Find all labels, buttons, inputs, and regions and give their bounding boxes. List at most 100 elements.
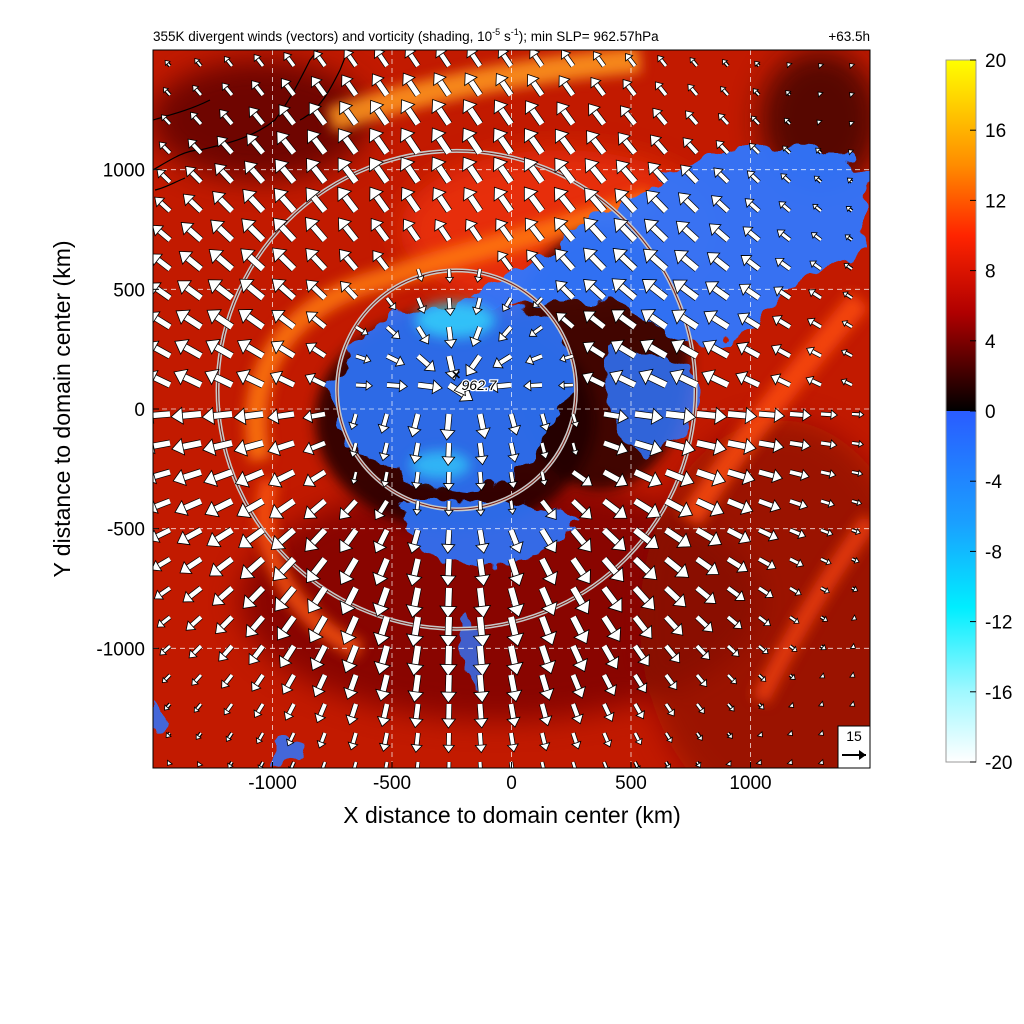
wind-vector <box>609 369 637 389</box>
wind-vector <box>602 439 629 456</box>
wind-vector <box>820 409 838 421</box>
wind-vector <box>443 326 458 349</box>
vector-reference-key: 15 <box>837 725 871 769</box>
wind-vector <box>465 218 483 242</box>
wind-vector <box>663 585 687 608</box>
wind-vector <box>726 673 737 685</box>
wind-vector <box>559 353 574 363</box>
wind-vector <box>538 703 553 727</box>
wind-vector <box>402 218 421 242</box>
wind-vector <box>188 644 203 659</box>
wind-vector <box>235 369 265 389</box>
wind-vector <box>817 729 825 736</box>
wind-vector <box>271 278 297 301</box>
wind-vector <box>553 217 576 243</box>
wind-vector <box>400 99 422 127</box>
wind-vector <box>780 173 792 184</box>
wind-vector <box>341 74 359 97</box>
wind-vector <box>385 353 406 367</box>
wind-vector <box>338 557 360 586</box>
wind-vector <box>276 614 297 641</box>
wind-vector <box>153 527 172 543</box>
wind-vector <box>848 700 856 707</box>
wind-vector <box>671 309 700 331</box>
wind-vector <box>203 468 234 487</box>
wind-vector <box>708 223 731 243</box>
wind-vector <box>507 471 519 490</box>
wind-vector <box>371 73 390 97</box>
wind-vector <box>612 247 638 272</box>
wind-vector <box>849 671 856 678</box>
wind-vector <box>632 673 648 694</box>
wind-vector <box>786 62 793 69</box>
wind-vector <box>171 437 202 456</box>
wind-vector <box>601 702 615 722</box>
wind-vector <box>672 279 700 301</box>
wind-vector <box>401 186 421 214</box>
wind-vector <box>819 615 829 623</box>
wind-vector <box>195 731 203 740</box>
wind-vector <box>617 132 638 156</box>
wind-vector <box>601 556 625 583</box>
wind-vector <box>663 614 684 636</box>
wind-vector <box>569 644 588 673</box>
wind-vector <box>415 325 430 345</box>
wind-vector <box>748 142 761 155</box>
wind-vector <box>221 673 234 689</box>
wind-vector <box>475 413 491 440</box>
wind-vector <box>813 175 823 184</box>
wind-vector <box>507 500 517 515</box>
wind-vector <box>694 760 702 768</box>
wind-vector <box>153 556 172 572</box>
wind-vector <box>740 255 761 272</box>
wind-vector <box>726 702 735 712</box>
y-tick-label: -500 <box>107 520 145 541</box>
wind-vector <box>538 586 558 617</box>
wind-vector <box>582 310 607 330</box>
wind-vector <box>841 320 853 329</box>
wind-vector <box>614 188 638 214</box>
wind-vector <box>508 528 524 554</box>
wind-vector <box>820 498 836 508</box>
wind-vector <box>726 527 752 545</box>
wind-vectors <box>153 50 865 768</box>
wind-vector <box>695 556 720 576</box>
wind-vector <box>268 468 296 488</box>
wind-vector <box>523 186 545 214</box>
wind-vector <box>789 557 805 568</box>
wind-vector <box>272 247 297 272</box>
wind-vector <box>507 413 522 436</box>
wind-vector <box>242 585 266 609</box>
wind-vector <box>244 160 266 185</box>
wind-vector <box>528 325 544 337</box>
wind-vector <box>304 527 328 552</box>
wind-vector <box>633 761 641 768</box>
wind-vector <box>406 645 425 677</box>
wind-vector <box>208 556 235 577</box>
wind-vector <box>755 758 762 766</box>
wind-vector <box>695 731 703 741</box>
wind-vector <box>191 673 203 686</box>
wind-vector <box>412 500 422 516</box>
wind-vector <box>308 615 329 644</box>
y-tick-label: -1000 <box>96 639 145 660</box>
wind-vector <box>736 341 761 359</box>
wind-vector <box>472 645 491 677</box>
wind-vector <box>194 58 203 68</box>
wind-vector <box>757 673 767 682</box>
wind-vector <box>378 732 391 752</box>
wind-vector <box>632 644 650 667</box>
wind-vector <box>223 702 234 716</box>
wind-vector <box>819 643 827 651</box>
wind-vector <box>339 100 359 127</box>
wind-vector <box>788 586 802 596</box>
wind-vector <box>202 438 233 457</box>
wind-vector <box>841 349 853 358</box>
wind-vector <box>771 315 792 330</box>
wind-vector <box>302 409 326 424</box>
wind-vector <box>851 410 865 419</box>
wind-vector <box>539 442 550 460</box>
wind-vector <box>818 672 826 679</box>
wind-vector <box>696 406 728 425</box>
wind-vector <box>696 437 727 456</box>
